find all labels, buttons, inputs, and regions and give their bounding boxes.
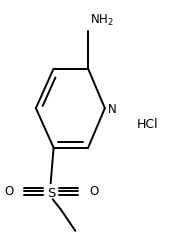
- Text: NH$_2$: NH$_2$: [90, 13, 114, 28]
- Text: O: O: [4, 185, 13, 198]
- Text: N: N: [108, 103, 116, 116]
- Text: HCl: HCl: [137, 118, 158, 132]
- Text: S: S: [48, 187, 56, 200]
- Text: O: O: [89, 185, 98, 198]
